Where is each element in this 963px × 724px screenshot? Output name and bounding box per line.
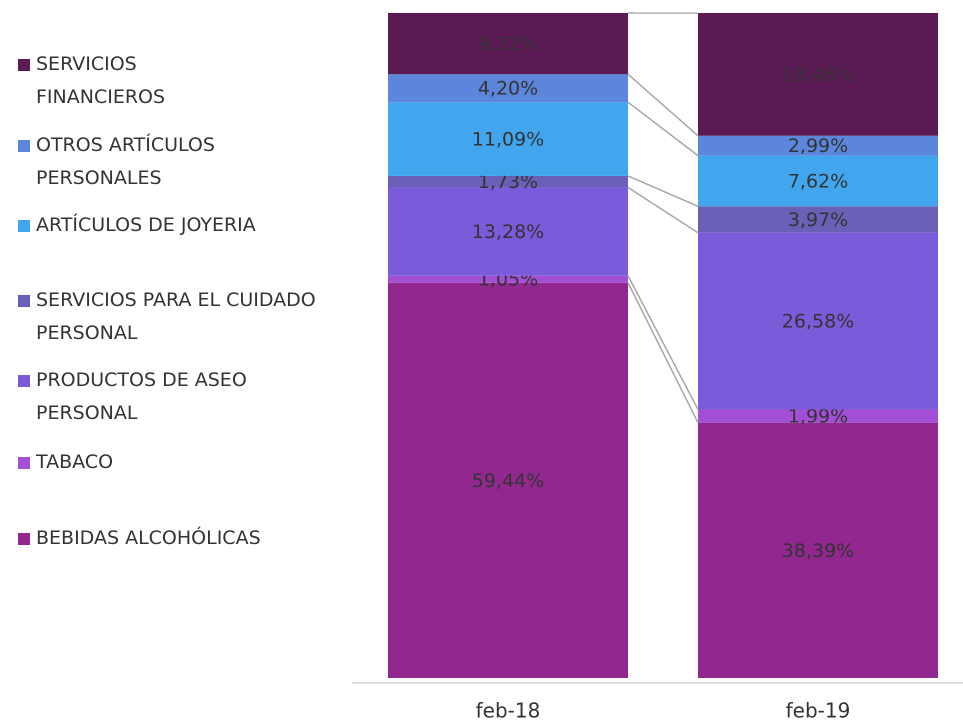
legend-swatch bbox=[18, 59, 30, 71]
legend-item: TABACO bbox=[18, 446, 318, 479]
x-tick-label: feb-18 bbox=[476, 699, 541, 723]
bar-segment bbox=[388, 187, 628, 276]
series-line bbox=[627, 282, 699, 424]
legend-label: PRODUCTOS DE ASEO PERSONAL bbox=[36, 369, 247, 424]
legend-swatch bbox=[18, 220, 30, 232]
bar-segment bbox=[698, 409, 938, 423]
bar-segment bbox=[698, 206, 938, 233]
value-label: 1,73% bbox=[478, 171, 538, 193]
legend-item: OTROS ARTÍCULOS PERSONALES bbox=[18, 129, 278, 195]
legend-swatch bbox=[18, 140, 30, 152]
bar-segment bbox=[698, 13, 938, 136]
bar-segment bbox=[698, 155, 938, 207]
legend-item: BEBIDAS ALCOHÓLICAS bbox=[18, 522, 348, 555]
bar-segment bbox=[388, 275, 628, 283]
bar-segment bbox=[698, 422, 938, 678]
bar-segment bbox=[388, 282, 628, 678]
series-line bbox=[627, 175, 699, 208]
value-label: 7,62% bbox=[788, 170, 848, 192]
legend-label: SERVICIOS FINANCIEROS bbox=[36, 53, 166, 108]
legend-label: SERVICIOS PARA EL CUIDADO PERSONAL bbox=[36, 289, 316, 344]
value-label: 18,46% bbox=[782, 64, 854, 86]
legend-swatch bbox=[18, 533, 30, 545]
bar-segment bbox=[388, 74, 628, 103]
bar-segment bbox=[388, 12, 628, 75]
value-label: 3,97% bbox=[788, 209, 848, 231]
bar-segment bbox=[698, 232, 938, 410]
legend-item: PRODUCTOS DE ASEO PERSONAL bbox=[18, 364, 318, 430]
legend-swatch bbox=[18, 457, 30, 469]
value-label: 26,58% bbox=[782, 311, 854, 333]
value-label: 4,20% bbox=[478, 78, 538, 100]
legend-item: ARTÍCULOS DE JOYERIA bbox=[18, 209, 348, 242]
value-label: 13,28% bbox=[472, 221, 544, 243]
legend-item: SERVICIOS PARA EL CUIDADO PERSONAL bbox=[18, 284, 318, 350]
value-label: 1,99% bbox=[788, 406, 848, 428]
value-label: 2,99% bbox=[788, 135, 848, 157]
bar-segment bbox=[698, 135, 938, 156]
bar-segment bbox=[388, 175, 628, 188]
legend-label: ARTÍCULOS DE JOYERIA bbox=[36, 214, 256, 236]
legend-item: SERVICIOS FINANCIEROS bbox=[18, 48, 258, 114]
series-line bbox=[627, 186, 699, 234]
value-label: 9,22% bbox=[478, 33, 538, 55]
value-label: 38,39% bbox=[782, 540, 854, 562]
value-label: 59,44% bbox=[472, 470, 544, 492]
value-label: 11,09% bbox=[472, 129, 544, 151]
legend-swatch bbox=[18, 295, 30, 307]
legend-label: TABACO bbox=[36, 451, 114, 473]
bar-segment bbox=[388, 102, 628, 176]
series-line bbox=[627, 73, 699, 137]
legend-swatch bbox=[18, 375, 30, 387]
legend-label: BEBIDAS ALCOHÓLICAS bbox=[36, 527, 261, 549]
x-tick-label: feb-19 bbox=[786, 699, 851, 723]
series-line bbox=[627, 275, 699, 410]
legend-label: OTROS ARTÍCULOS PERSONALES bbox=[36, 134, 215, 189]
series-line bbox=[627, 101, 699, 157]
